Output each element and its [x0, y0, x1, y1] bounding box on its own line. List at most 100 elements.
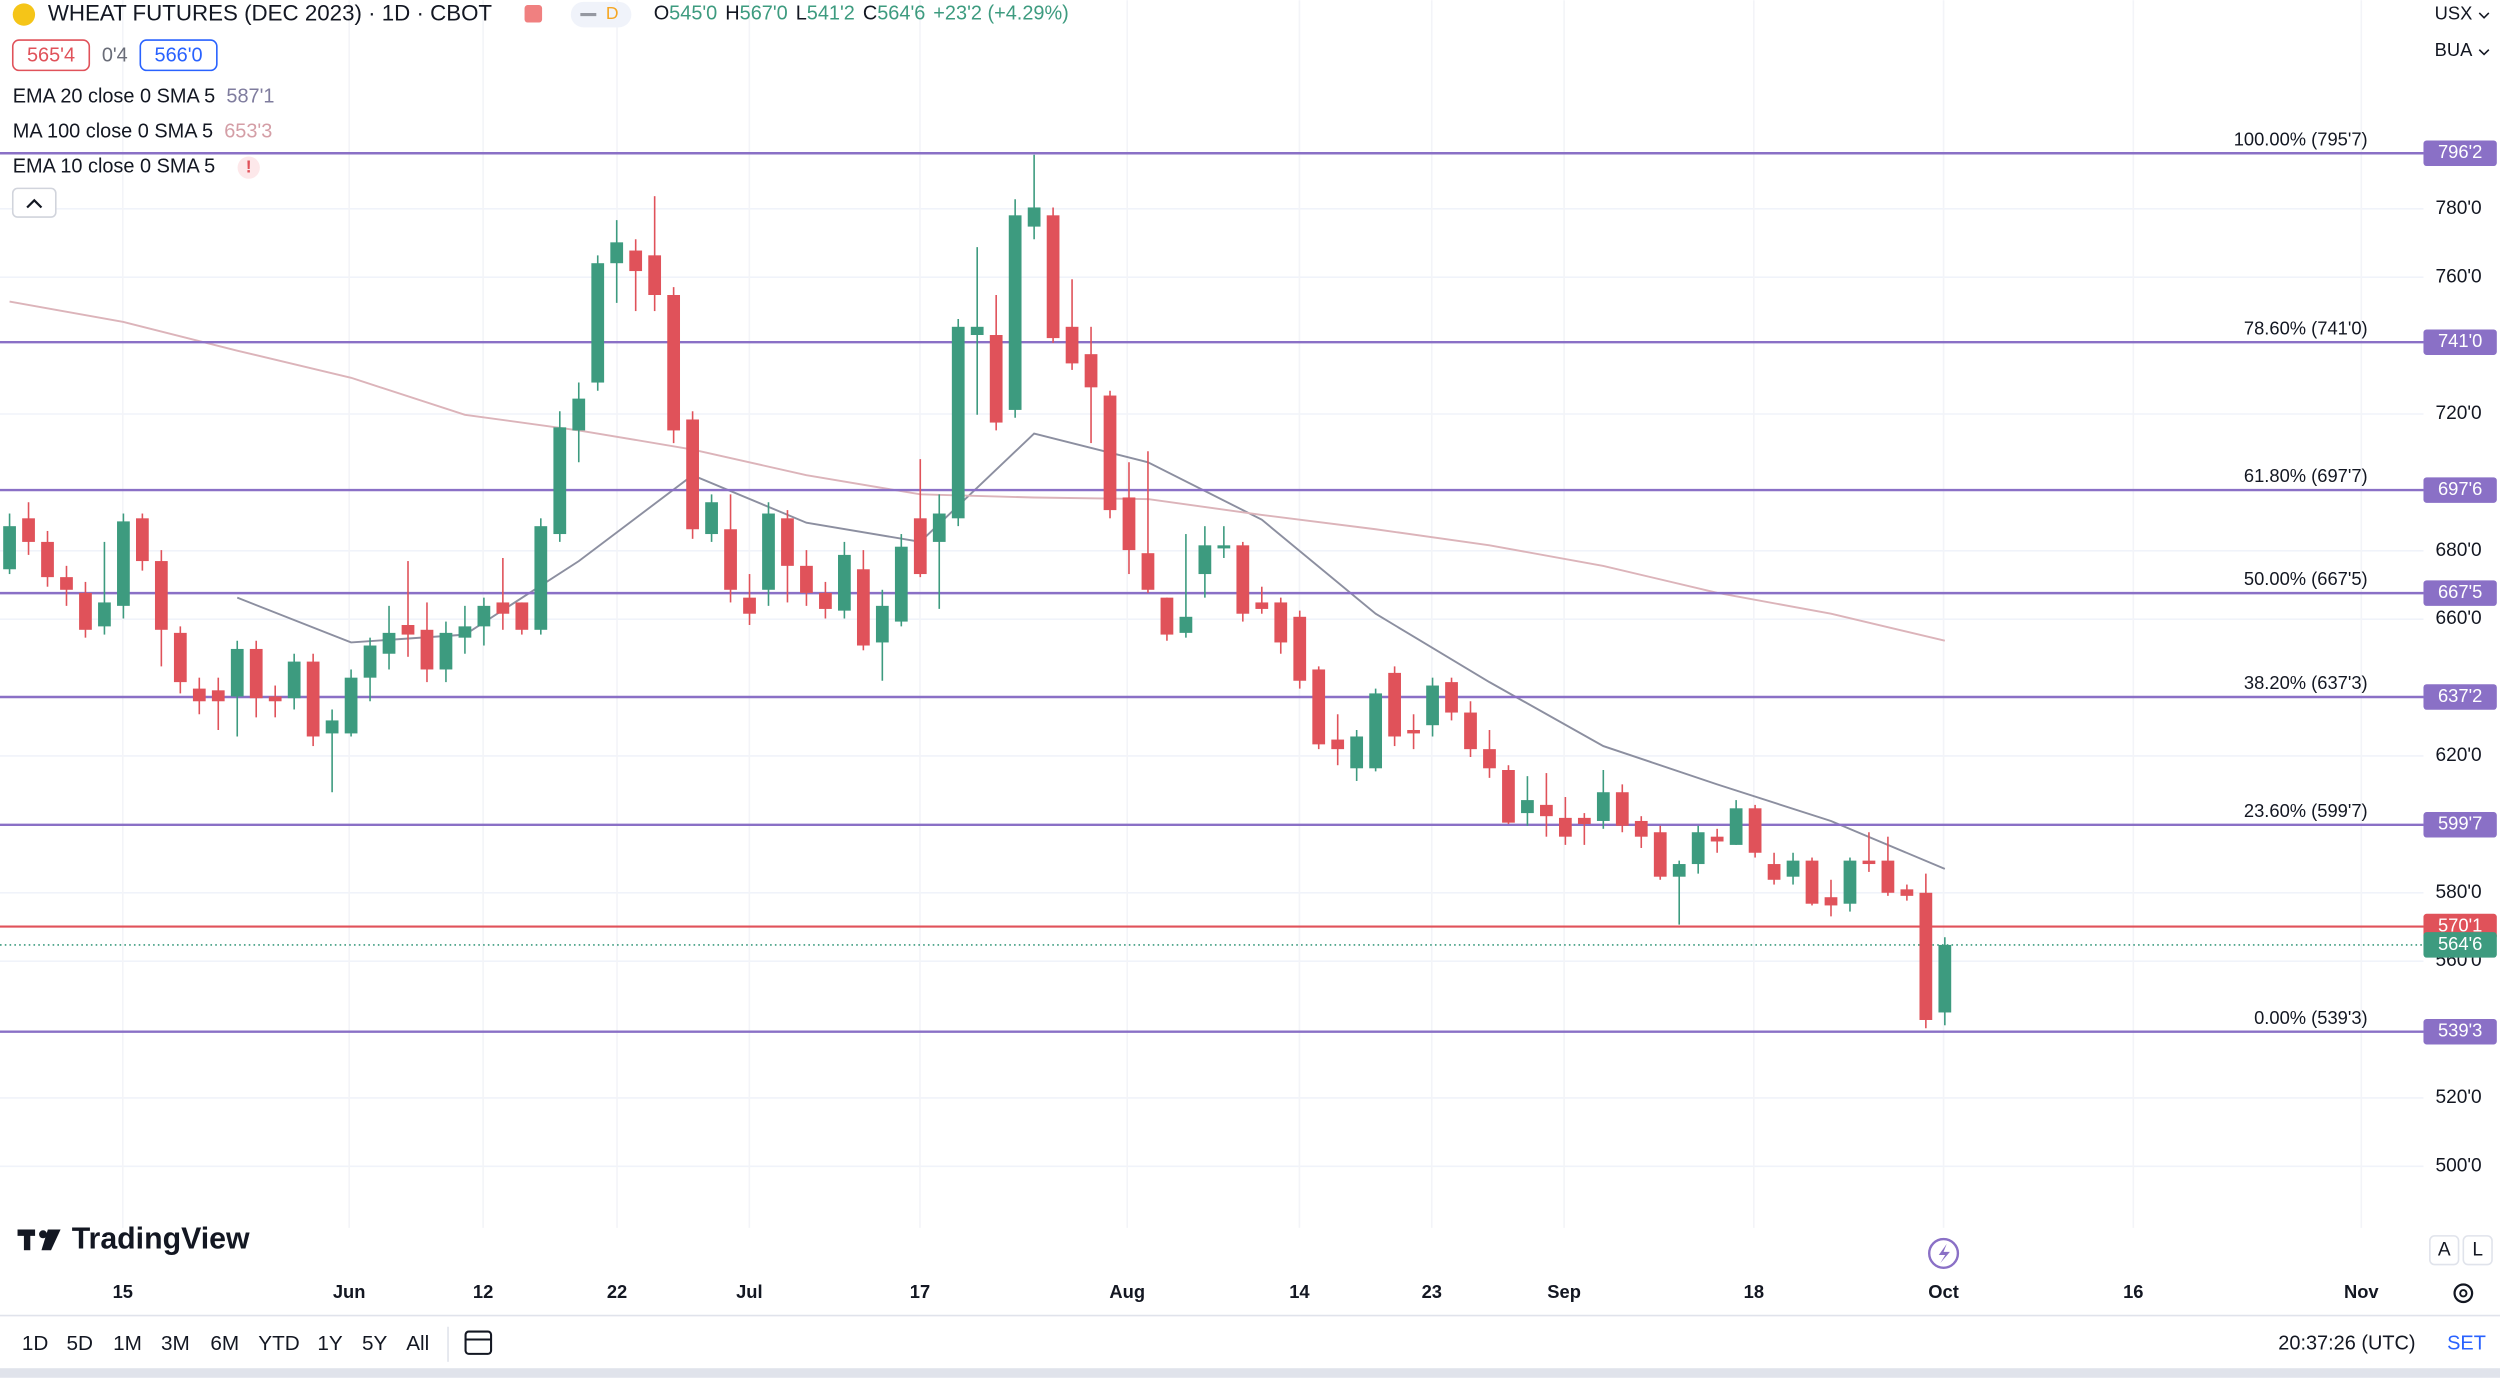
- ask[interactable]: 566'0: [155, 44, 203, 66]
- lightning-icon: [1938, 1243, 1950, 1263]
- candle-body: [591, 263, 605, 383]
- lightning-button[interactable]: [1928, 1237, 1960, 1269]
- fib-label: 0.00% (539'3): [2254, 1007, 2368, 1028]
- candle-body: [1824, 897, 1838, 906]
- candle-body: [22, 518, 35, 542]
- candle-body: [1540, 804, 1553, 817]
- y-tick-label: 680'0: [2435, 540, 2481, 561]
- bid[interactable]: 565'4: [27, 44, 75, 66]
- ohlc-key: H: [725, 3, 739, 25]
- candle-body: [667, 295, 681, 431]
- candle-body: [1160, 597, 1174, 635]
- fib-tag: 697'6: [2438, 478, 2482, 499]
- collapse-button[interactable]: [11, 187, 57, 218]
- range-button[interactable]: 3M: [161, 1332, 190, 1355]
- candle-body: [951, 326, 965, 519]
- candle-body: [477, 605, 491, 627]
- candle-body: [629, 250, 643, 272]
- x-tick-label: 14: [1289, 1281, 1310, 1302]
- candle-body: [1691, 832, 1705, 865]
- x-tick-label: 22: [607, 1281, 627, 1302]
- range-button[interactable]: All: [406, 1332, 429, 1355]
- ohlc-row: O545'0 H567'0 L541'2 C564'6 +23'2 (+4.29%): [654, 3, 1069, 25]
- plot: 100.00% (795'7) 78.60% (741'0) 61.80% (697…: [0, 128, 2424, 1033]
- candle-body: [1008, 215, 1022, 410]
- fib-tag: 599'7: [2438, 813, 2482, 834]
- candle-body: [496, 602, 510, 614]
- x-tick-label: Oct: [1928, 1281, 1959, 1302]
- ask-box[interactable]: [139, 39, 218, 72]
- fib-tag-bg: [2423, 580, 2497, 606]
- spread: 0'4: [102, 44, 128, 66]
- candle-body: [458, 626, 472, 638]
- range-button[interactable]: YTD: [258, 1332, 299, 1355]
- indicator-line: [9, 300, 1946, 642]
- x-tick-label: Aug: [1109, 1281, 1145, 1302]
- calendar-frame: [464, 1330, 493, 1355]
- x-tick-label: 17: [910, 1281, 930, 1302]
- candle-body: [382, 632, 396, 654]
- scale-menu[interactable]: BUA: [2435, 39, 2473, 60]
- logo-dot: [39, 1230, 48, 1239]
- candle-body: [1596, 792, 1610, 821]
- bid-box[interactable]: [11, 39, 91, 72]
- indicator-line: [236, 432, 1946, 870]
- scale-button-bg[interactable]: [2462, 1235, 2493, 1266]
- candle-body: [344, 677, 358, 734]
- y-tick-label: 500'0: [2435, 1155, 2481, 1176]
- badge: D: [606, 3, 619, 23]
- candle-body: [1672, 864, 1686, 877]
- fib-label: 38.20% (637'3): [2244, 672, 2368, 693]
- fib-label: 50.00% (667'5): [2244, 568, 2368, 589]
- fib-tag-bg: [2423, 477, 2497, 503]
- fib-tag-bg: [2423, 329, 2497, 355]
- indicator-legend: EMA 10 close 0 SMA 5: [13, 156, 215, 178]
- indicator-name: EMA 10 close 0 SMA 5: [13, 156, 215, 178]
- flag-icon[interactable]: [524, 5, 543, 23]
- candle-body: [1331, 739, 1345, 750]
- candle-body: [1729, 808, 1743, 845]
- scale-menu[interactable]: USX: [2435, 2, 2473, 23]
- fib-label: 100.00% (795'7): [2234, 128, 2368, 149]
- badge-pill: [570, 1, 632, 28]
- range-button[interactable]: 6M: [210, 1332, 239, 1355]
- candle-body: [1634, 820, 1648, 837]
- x-tick-label: 16: [2123, 1281, 2143, 1302]
- menu-chevron: [2478, 12, 2490, 19]
- candle-body: [534, 526, 548, 630]
- ohlc-value: 567'0: [740, 3, 788, 25]
- indicator-value: 587'1: [226, 86, 274, 108]
- candle-body: [1122, 497, 1136, 551]
- candle-body: [3, 526, 16, 570]
- candle-body: [154, 561, 168, 630]
- scale-button-bg[interactable]: [2429, 1235, 2460, 1266]
- calendar-icon[interactable]: [464, 1330, 493, 1355]
- scale-button[interactable]: L: [2472, 1239, 2483, 1260]
- candle-body: [970, 326, 984, 336]
- candle-body: [287, 661, 301, 699]
- candle-body: [819, 592, 832, 609]
- indicator-legend: EMA 20 close 0 SMA 5 587'1: [13, 86, 275, 108]
- candle-body: [610, 242, 624, 264]
- ohlc-value: 545'0: [669, 3, 717, 25]
- candle-body: [1938, 944, 1952, 1013]
- range-button[interactable]: 1M: [113, 1332, 142, 1355]
- settings-button[interactable]: SET: [2447, 1333, 2486, 1355]
- fib-tag: 741'0: [2438, 330, 2482, 351]
- range-button[interactable]: 5D: [66, 1332, 93, 1355]
- range-button[interactable]: 5Y: [362, 1332, 388, 1355]
- candle-body: [989, 335, 1003, 423]
- y-tick-label: 720'0: [2435, 403, 2481, 424]
- gear-icon[interactable]: [2453, 1283, 2474, 1304]
- clock: 20:37:26 (UTC): [2278, 1333, 2415, 1355]
- scale-button[interactable]: A: [2438, 1239, 2451, 1260]
- candle-body: [1464, 712, 1477, 750]
- candle-body: [1065, 326, 1079, 364]
- x-tick-label: Nov: [2344, 1281, 2379, 1302]
- range-button[interactable]: 1D: [22, 1332, 49, 1355]
- fib-tag-bg: [2423, 1018, 2497, 1045]
- range-button[interactable]: 1Y: [317, 1332, 343, 1355]
- candle-body: [1312, 669, 1326, 745]
